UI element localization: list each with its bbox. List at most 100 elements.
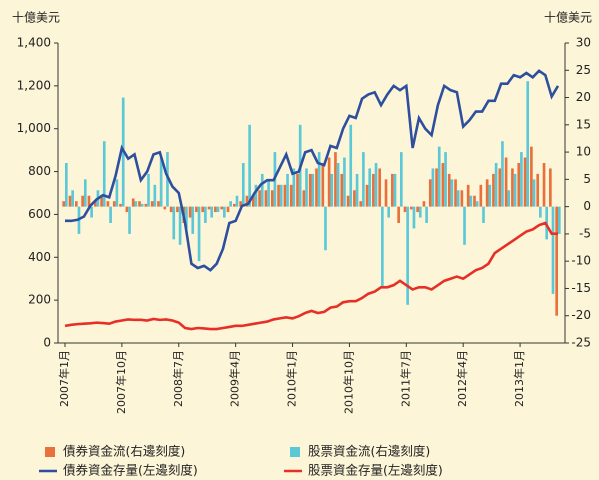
bar <box>456 190 460 207</box>
y2-tick-label: 10 <box>576 145 591 159</box>
bar <box>409 206 413 210</box>
bar <box>258 190 261 207</box>
bar <box>321 163 325 207</box>
bar <box>504 157 508 207</box>
bar <box>188 206 192 218</box>
bar <box>359 201 363 207</box>
bar <box>270 190 274 207</box>
legend-label: 債券資金存量(左邊刻度) <box>63 463 198 478</box>
bar <box>131 198 135 207</box>
bar <box>324 206 327 251</box>
bar <box>346 195 350 207</box>
bar <box>412 206 416 229</box>
bar <box>150 201 154 207</box>
bar <box>87 195 91 207</box>
bar <box>343 157 346 207</box>
bar <box>517 163 521 207</box>
bar <box>106 201 110 207</box>
bar <box>485 179 489 207</box>
bar <box>336 163 340 207</box>
bar <box>100 195 103 207</box>
line <box>65 69 560 272</box>
bar <box>226 206 230 213</box>
y2-tick-label: 30 <box>576 36 591 50</box>
bar <box>406 206 409 305</box>
legend-label: 股票資金流(右邊刻度) <box>308 444 430 459</box>
bar <box>210 206 214 218</box>
y-tick-label: 400 <box>28 250 51 264</box>
bar <box>435 168 438 207</box>
bar <box>125 206 129 213</box>
bar <box>311 173 315 207</box>
bar <box>296 173 299 207</box>
bar <box>498 168 502 207</box>
bar <box>153 184 157 207</box>
y-tick-label: 600 <box>28 207 51 221</box>
bar <box>399 152 403 207</box>
y2-tick-label: -15 <box>571 281 591 295</box>
bar <box>418 206 422 218</box>
bar <box>482 206 485 223</box>
bar <box>308 173 312 207</box>
x-tick-label: 2007年1月 <box>57 350 71 407</box>
bar <box>507 190 511 207</box>
y2-tick-label: -10 <box>571 254 591 268</box>
bar <box>555 206 558 316</box>
bar <box>441 163 445 207</box>
bar <box>327 157 331 207</box>
bar <box>422 201 426 207</box>
x-tick-label: 2008年7月 <box>171 350 185 407</box>
bar <box>542 163 546 207</box>
bar <box>176 206 179 213</box>
bar <box>362 152 365 207</box>
bar <box>241 163 245 207</box>
y2-tick-label: -20 <box>571 308 591 322</box>
bar <box>501 141 504 207</box>
bar <box>172 206 176 240</box>
y-tick-label: 800 <box>28 164 51 178</box>
bar <box>147 173 150 207</box>
bar <box>315 168 318 207</box>
bar <box>334 152 337 207</box>
bar <box>463 206 466 245</box>
y2-tick-label: 5 <box>583 172 591 186</box>
bar <box>403 206 407 213</box>
bar <box>526 81 530 207</box>
bar <box>437 146 441 207</box>
bar <box>479 184 483 207</box>
x-tick-label: 2009年4月 <box>228 350 242 407</box>
legend-swatch <box>45 447 55 457</box>
bar <box>384 179 388 207</box>
bar <box>381 206 384 289</box>
bar <box>378 168 382 207</box>
y-tick-label: 1,400 <box>17 36 51 50</box>
bar <box>201 206 205 213</box>
bar <box>279 184 283 207</box>
bar <box>387 206 391 218</box>
bar <box>277 184 280 207</box>
y2-tick-label: -5 <box>579 226 591 240</box>
bar <box>220 206 224 210</box>
bar <box>216 206 220 213</box>
y-tick-label: 1,200 <box>17 78 51 92</box>
bar <box>71 190 74 207</box>
bar <box>416 206 419 213</box>
bar <box>492 173 495 207</box>
y2-tick-label: 20 <box>576 90 591 104</box>
bar <box>289 184 293 207</box>
bar <box>469 195 473 207</box>
bar <box>397 206 400 223</box>
y2-tick-label: -25 <box>571 336 591 350</box>
bar <box>532 179 536 207</box>
bar <box>169 206 173 213</box>
bar <box>558 206 561 234</box>
bar <box>214 206 217 213</box>
bar <box>195 206 198 213</box>
bar <box>473 195 476 207</box>
bar <box>393 173 397 207</box>
x-tick-label: 2010年10月 <box>341 350 355 414</box>
bar <box>191 206 195 234</box>
bar <box>511 168 514 207</box>
bar <box>428 179 432 207</box>
